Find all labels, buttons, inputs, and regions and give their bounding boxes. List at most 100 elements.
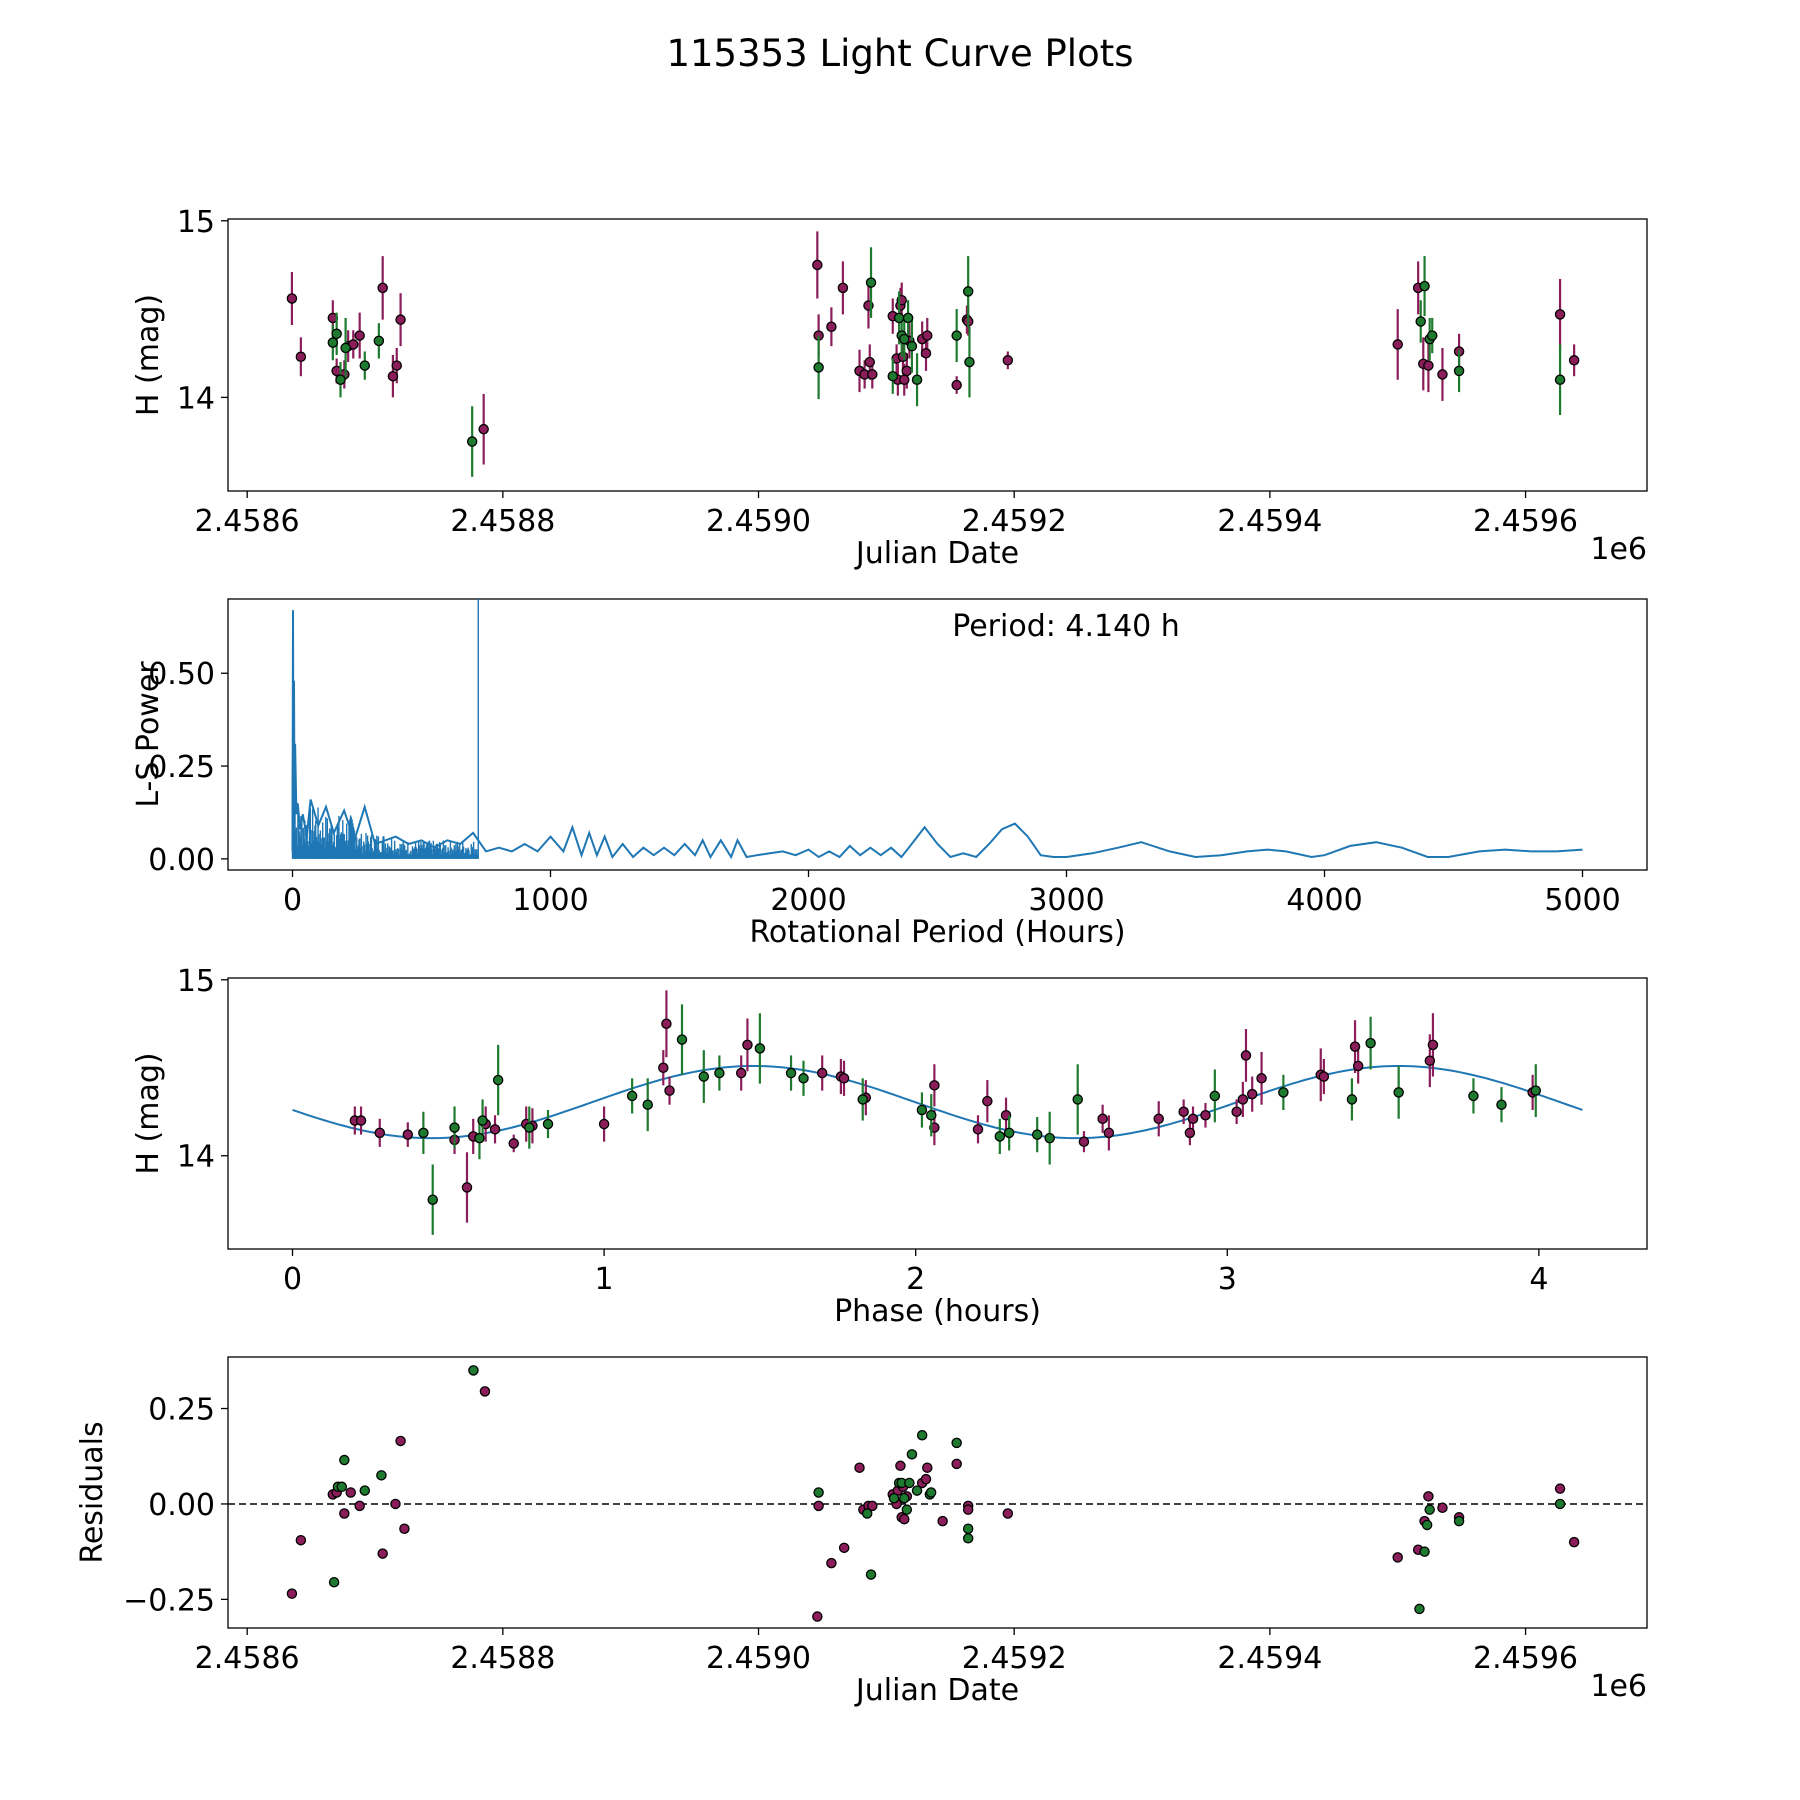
data-point bbox=[813, 362, 824, 373]
x-tick-label: 2.4588 bbox=[450, 1641, 555, 1676]
data-point bbox=[895, 1460, 906, 1472]
data-point bbox=[911, 1485, 923, 1496]
x-axis-label: Rotational Period (Hours) bbox=[749, 915, 1125, 950]
data-point bbox=[920, 1473, 932, 1485]
data-point bbox=[1184, 1127, 1196, 1139]
model-fit-curve bbox=[292, 1065, 1583, 1140]
y-tick-label: 14 bbox=[177, 381, 215, 416]
x-tick-label: 2.4592 bbox=[962, 1641, 1067, 1676]
data-point bbox=[861, 1508, 873, 1519]
data-point bbox=[962, 286, 974, 297]
plot-area bbox=[292, 990, 1583, 1235]
x-tick-label: 5000 bbox=[1544, 883, 1620, 918]
data-point bbox=[1097, 1113, 1108, 1125]
data-point bbox=[922, 1462, 933, 1473]
data-point bbox=[916, 1429, 928, 1441]
data-point bbox=[1072, 1094, 1083, 1105]
data-point bbox=[816, 1067, 828, 1079]
data-point bbox=[901, 365, 913, 377]
data-point bbox=[972, 1124, 984, 1135]
x-offset-label: 1e6 bbox=[1590, 1669, 1647, 1704]
data-point bbox=[1530, 1085, 1542, 1096]
data-point bbox=[1496, 1099, 1507, 1110]
data-point bbox=[474, 1132, 485, 1144]
data-point bbox=[937, 1515, 948, 1527]
data-point bbox=[1468, 1090, 1479, 1102]
data-point bbox=[837, 282, 849, 294]
data-point bbox=[714, 1067, 725, 1079]
data-point bbox=[376, 1470, 387, 1481]
data-point bbox=[785, 1067, 797, 1079]
data-point bbox=[798, 1073, 809, 1084]
data-point bbox=[1002, 1508, 1014, 1519]
data-point bbox=[1352, 1060, 1364, 1072]
data-point bbox=[328, 1576, 340, 1588]
data-point bbox=[508, 1138, 519, 1149]
data-point bbox=[1415, 316, 1426, 327]
data-point bbox=[897, 351, 909, 363]
data-point bbox=[1002, 355, 1014, 366]
data-point bbox=[1200, 1110, 1211, 1121]
y-tick-label: 0.50 bbox=[148, 657, 215, 692]
data-point bbox=[1246, 1088, 1258, 1100]
x-tick-label: 4 bbox=[1529, 1262, 1548, 1297]
data-point bbox=[838, 1542, 850, 1554]
data-point bbox=[1392, 1552, 1403, 1563]
data-point bbox=[826, 321, 837, 332]
data-point bbox=[1424, 1504, 1435, 1515]
data-point bbox=[1318, 1071, 1330, 1082]
data-point bbox=[478, 423, 489, 435]
data-point bbox=[1568, 355, 1580, 366]
x-axis-label: Phase (hours) bbox=[834, 1294, 1041, 1329]
data-point bbox=[920, 347, 932, 359]
data-point bbox=[1044, 1132, 1055, 1144]
data-point bbox=[418, 1127, 429, 1139]
data-point bbox=[911, 374, 923, 385]
data-point bbox=[1003, 1127, 1015, 1139]
data-point bbox=[1568, 1536, 1580, 1548]
data-point bbox=[1209, 1090, 1221, 1102]
data-point bbox=[479, 1386, 491, 1397]
data-point bbox=[964, 356, 975, 368]
data-point bbox=[427, 1194, 438, 1205]
data-point bbox=[1414, 1603, 1425, 1615]
data-point bbox=[1187, 1113, 1199, 1125]
x-tick-label: 2.4594 bbox=[1217, 504, 1322, 539]
data-point bbox=[1554, 1498, 1566, 1510]
data-point bbox=[1427, 1039, 1439, 1051]
data-point bbox=[395, 314, 406, 325]
data-point bbox=[962, 1504, 974, 1515]
data-point bbox=[888, 1492, 900, 1504]
x-tick-label: 0 bbox=[283, 1262, 302, 1297]
plot-area bbox=[228, 1365, 1647, 1622]
panel-light_curve: 2.4586 2.4588 2.4590 2.4592 2.4594 2.4596 14 15… bbox=[131, 205, 1648, 571]
y-tick-label: 0.25 bbox=[148, 1393, 215, 1428]
data-point bbox=[887, 370, 899, 382]
data-point bbox=[377, 1548, 388, 1559]
data-point bbox=[402, 1129, 414, 1140]
data-point bbox=[1178, 1106, 1189, 1117]
data-point bbox=[1423, 1491, 1434, 1502]
data-point bbox=[813, 1500, 824, 1512]
data-point bbox=[926, 1110, 937, 1121]
x-offset-label: 1e6 bbox=[1590, 532, 1647, 567]
x-axis-label: Julian Date bbox=[854, 1673, 1019, 1708]
x-tick-label: 2 bbox=[906, 1262, 925, 1297]
data-point bbox=[742, 1039, 753, 1051]
data-point bbox=[1554, 1483, 1566, 1494]
x-tick-label: 1 bbox=[595, 1262, 614, 1297]
y-tick-label: 0.00 bbox=[148, 843, 215, 878]
x-tick-label: 1000 bbox=[512, 883, 588, 918]
data-point bbox=[902, 312, 914, 324]
series-green bbox=[418, 1004, 1542, 1235]
y-tick-label: 0.00 bbox=[148, 1488, 215, 1523]
y-tick-label: 15 bbox=[177, 964, 215, 999]
axes-frame bbox=[227, 977, 1648, 1250]
data-point bbox=[904, 1477, 915, 1489]
data-point bbox=[1349, 1041, 1361, 1052]
panel-residuals: 2.4586 2.4588 2.4590 2.4592 2.4594 2.4596 −0.2… bbox=[75, 1356, 1648, 1708]
data-point bbox=[399, 1523, 410, 1535]
data-point bbox=[295, 351, 307, 363]
data-point bbox=[391, 360, 402, 371]
data-point bbox=[468, 1365, 479, 1376]
